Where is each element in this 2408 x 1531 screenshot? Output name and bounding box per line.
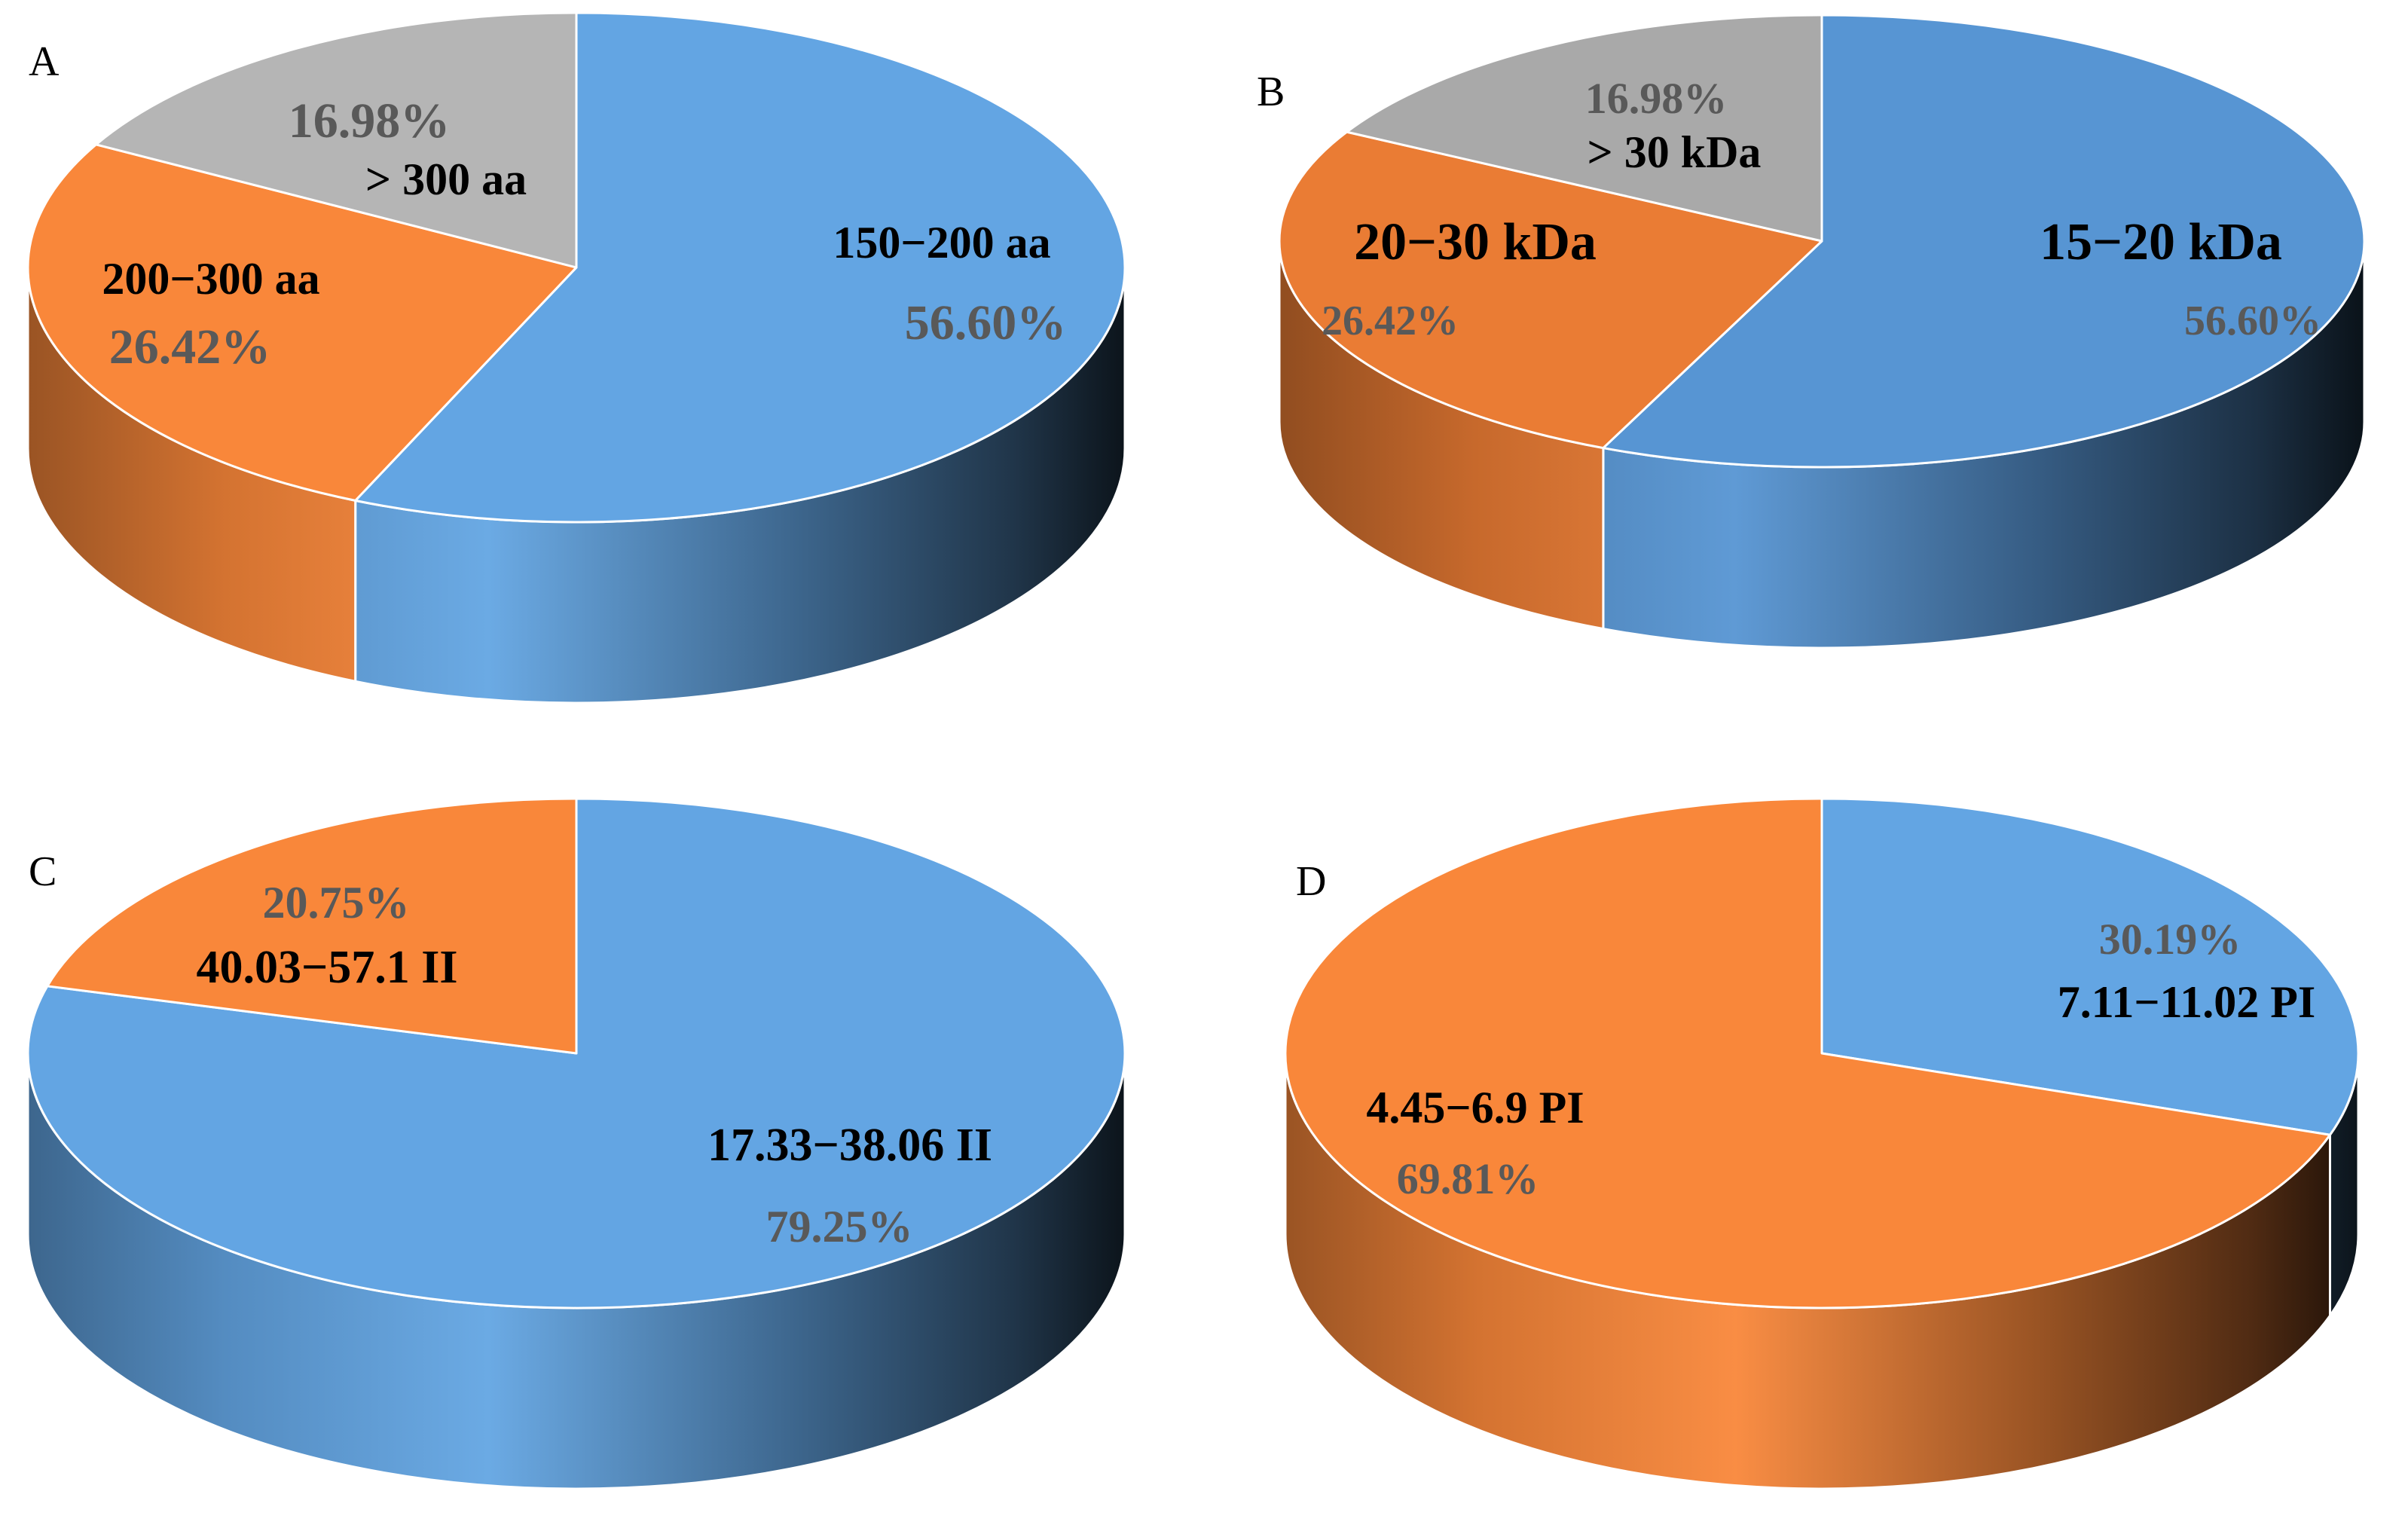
slice-top-b-0	[1602, 14, 2366, 469]
slice-pct-a-over300: 16.98%	[289, 93, 451, 148]
slice-name-a-200-300: 200−300 aa	[102, 254, 319, 304]
slice-name-a-150-200: 150−200 aa	[833, 218, 1050, 267]
slice-pct-c-17-38: 79.25%	[766, 1202, 913, 1251]
slice-pct-d-4-6: 69.81%	[1397, 1154, 1539, 1203]
pie-chart-a	[26, 11, 1126, 704]
slice-pct-b-20-30: 26.42%	[1322, 298, 1459, 344]
slice-name-d-7-11: 7.11−11.02 PI	[2058, 977, 2316, 1027]
slice-pct-a-200-300: 26.42%	[109, 319, 271, 374]
slice-top-a-2	[94, 11, 578, 269]
slice-pct-c-40-57: 20.75%	[263, 878, 410, 927]
slice-top-d-1	[1284, 797, 2331, 1309]
slice-name-c-40-57: 40.03−57.1 II	[196, 942, 457, 993]
slice-name-a-over300: > 300 aa	[365, 154, 527, 204]
panel-letter-d: D	[1296, 858, 1326, 905]
slice-pct-a-150-200: 56.60%	[905, 295, 1067, 350]
panel-letter-a: A	[29, 38, 60, 85]
slice-top-c-1	[46, 797, 578, 1055]
slice-name-d-4-6: 4.45−6.9 PI	[1366, 1083, 1584, 1132]
panel-letter-b: B	[1257, 69, 1285, 115]
slice-pct-b-15-20: 56.60%	[2184, 298, 2321, 344]
slice-top-b-2	[1346, 14, 1823, 243]
slice-top-d-0	[1820, 797, 2360, 1136]
slice-name-b-20-30: 20−30 kDa	[1354, 213, 1597, 271]
slice-name-b-over30: > 30 kDa	[1588, 127, 1762, 177]
slice-pct-b-over30: 16.98%	[1585, 74, 1728, 123]
slice-pct-d-7-11: 30.19%	[2099, 915, 2241, 964]
slice-name-c-17-38: 17.33−38.06 II	[707, 1120, 992, 1171]
slice-name-b-15-20: 15−20 kDa	[2040, 213, 2282, 271]
pie-chart-b	[1278, 14, 2366, 649]
slice-top-a-0	[354, 11, 1126, 524]
pie-chart-c	[26, 797, 1126, 1490]
pie-chart-d	[1284, 797, 2360, 1490]
panel-letter-c: C	[29, 848, 57, 895]
